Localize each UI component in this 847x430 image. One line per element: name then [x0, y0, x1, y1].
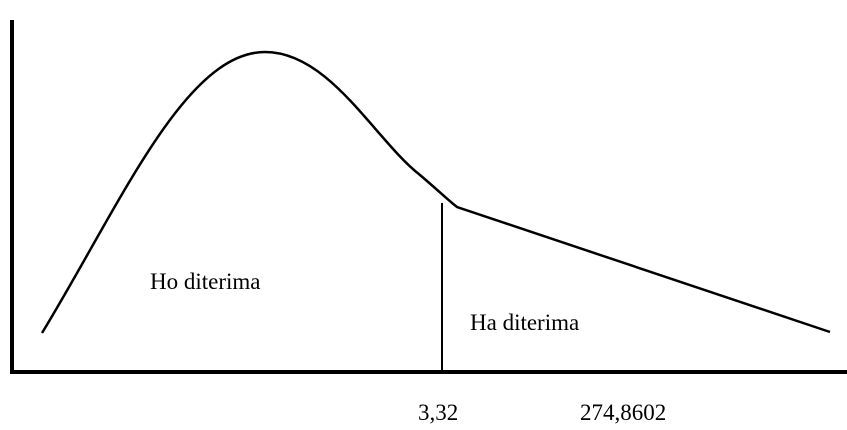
- reject-region-label: Ha diterima: [470, 310, 579, 335]
- critical-value-label: 3,32: [418, 400, 458, 425]
- accept-region-label: Ho diterima: [150, 269, 261, 294]
- computed-value-label: 274,8602: [580, 400, 666, 425]
- distribution-curve: [40, 50, 831, 334]
